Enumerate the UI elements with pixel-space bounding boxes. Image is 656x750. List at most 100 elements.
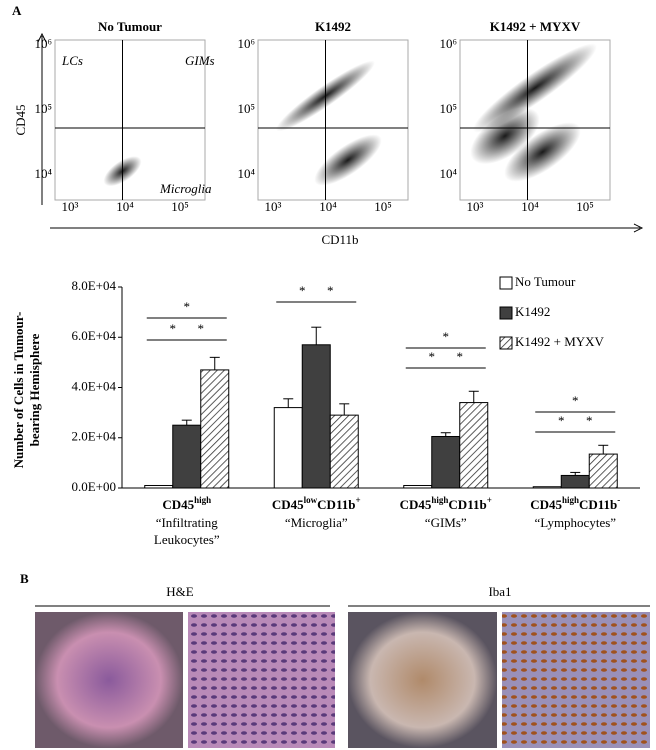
category-part: CD45 bbox=[162, 497, 194, 512]
flow-density bbox=[504, 122, 581, 182]
category-superscript: + bbox=[487, 495, 492, 505]
significance-label: * bbox=[572, 393, 579, 408]
flow-y-tick: 10⁶ bbox=[34, 36, 52, 51]
flow-title: No Tumour bbox=[98, 19, 162, 34]
flow-y-tick: 10⁵ bbox=[237, 101, 255, 116]
flow-y-tick: 10⁴ bbox=[439, 166, 457, 181]
category-description: “Microglia” bbox=[285, 515, 348, 530]
gate-label: LCs bbox=[61, 53, 83, 68]
flow-title: K1492 + MYXV bbox=[490, 19, 581, 34]
flow-y-tick: 10⁶ bbox=[439, 36, 457, 51]
flow-x-tick: 10⁵ bbox=[171, 199, 189, 214]
significance-label: * bbox=[184, 299, 191, 314]
legend-label: K1492 bbox=[515, 304, 550, 319]
category-part: CD11b bbox=[448, 497, 486, 512]
bar bbox=[273, 407, 303, 489]
y-tick-label: 6.0E+04 bbox=[71, 328, 116, 343]
stain-label: Iba1 bbox=[488, 584, 511, 599]
stain-label: H&E bbox=[166, 584, 194, 599]
category-description: “Infiltrating bbox=[156, 515, 219, 530]
y-tick-label: 2.0E+04 bbox=[71, 429, 116, 444]
bar bbox=[532, 486, 562, 489]
bar bbox=[560, 474, 590, 489]
flow-y-tick: 10⁶ bbox=[237, 36, 255, 51]
flow-density bbox=[470, 107, 540, 165]
histology-image bbox=[348, 612, 497, 748]
significance-label: * bbox=[170, 321, 177, 336]
category-superscript: low bbox=[304, 495, 318, 505]
legend-swatch bbox=[499, 306, 513, 320]
category-superscript: high bbox=[194, 495, 211, 505]
significance-label: * bbox=[299, 283, 306, 298]
category-description: “GIMs” bbox=[425, 515, 467, 530]
legend-label: No Tumour bbox=[515, 274, 576, 289]
category-superscript: high bbox=[431, 495, 448, 505]
flow-density bbox=[473, 43, 597, 133]
arrow-head bbox=[37, 32, 47, 43]
significance-label: * bbox=[429, 349, 436, 364]
arrow-head bbox=[633, 223, 644, 233]
flow-x-tick: 10⁵ bbox=[374, 199, 392, 214]
flow-y-tick: 10⁵ bbox=[34, 101, 52, 116]
flow-x-tick: 10⁵ bbox=[576, 199, 594, 214]
legend-label: K1492 + MYXV bbox=[515, 334, 605, 349]
significance-label: * bbox=[586, 413, 593, 428]
y-tick-label: 8.0E+04 bbox=[71, 278, 116, 293]
category-part: CD45 bbox=[400, 497, 432, 512]
panel-label: B bbox=[20, 571, 29, 586]
flow-x-tick: 10³ bbox=[265, 199, 282, 214]
bar bbox=[588, 453, 618, 489]
category-part: CD45 bbox=[530, 497, 562, 512]
panel-label: A bbox=[12, 3, 22, 18]
histology-image bbox=[35, 612, 183, 748]
significance-label: * bbox=[198, 321, 205, 336]
legend-swatch bbox=[499, 276, 513, 290]
y-tick-label: 0.0E+00 bbox=[71, 479, 116, 494]
bar bbox=[459, 402, 489, 489]
flow-y-tick: 10⁵ bbox=[439, 101, 457, 116]
flow-x-label: CD11b bbox=[321, 232, 358, 247]
flow-x-tick: 10⁴ bbox=[521, 199, 539, 214]
bar bbox=[329, 414, 359, 489]
significance-label: * bbox=[457, 349, 464, 364]
significance-label: * bbox=[443, 329, 450, 344]
flow-x-tick: 10⁴ bbox=[319, 199, 337, 214]
category-description: “Lymphocytes” bbox=[534, 515, 616, 530]
bar bbox=[403, 484, 433, 489]
category-label: CD45highCD11b+ bbox=[400, 495, 492, 512]
flow-density bbox=[314, 134, 382, 186]
bar bbox=[172, 424, 202, 489]
gate-label: Microglia bbox=[159, 181, 212, 196]
category-superscript: high bbox=[562, 495, 579, 505]
category-label: CD45lowCD11b+ bbox=[272, 495, 361, 512]
significance-label: * bbox=[327, 283, 334, 298]
bar bbox=[301, 344, 331, 489]
category-superscript: + bbox=[355, 495, 360, 505]
flow-y-label: CD45 bbox=[13, 104, 28, 135]
category-description: Leukocytes” bbox=[154, 532, 220, 547]
histology-image bbox=[188, 612, 335, 748]
flow-x-tick: 10⁴ bbox=[116, 199, 134, 214]
flow-title: K1492 bbox=[315, 19, 351, 34]
category-part: CD11b bbox=[579, 497, 617, 512]
bar bbox=[200, 369, 230, 489]
y-tick-label: 4.0E+04 bbox=[71, 378, 116, 393]
category-part: CD45 bbox=[272, 497, 304, 512]
category-label: CD45highCD11b- bbox=[530, 495, 620, 512]
flow-x-tick: 10³ bbox=[62, 199, 79, 214]
legend-swatch bbox=[499, 336, 513, 350]
category-superscript: - bbox=[617, 495, 620, 505]
significance-label: * bbox=[558, 413, 565, 428]
bar bbox=[144, 484, 174, 489]
y-label-line: Number of Cells in Tumour- bbox=[11, 312, 26, 469]
histology-image bbox=[502, 612, 650, 748]
flow-y-tick: 10⁴ bbox=[34, 166, 52, 181]
flow-y-tick: 10⁴ bbox=[237, 166, 255, 181]
y-label-line: bearing Hemisphere bbox=[27, 333, 42, 446]
category-label: CD45high bbox=[162, 495, 211, 512]
bar bbox=[431, 435, 461, 489]
flow-x-tick: 10³ bbox=[467, 199, 484, 214]
y-axis-label: Number of Cells in Tumour-bearing Hemisp… bbox=[11, 312, 42, 469]
gate-label: GIMs bbox=[185, 53, 215, 68]
